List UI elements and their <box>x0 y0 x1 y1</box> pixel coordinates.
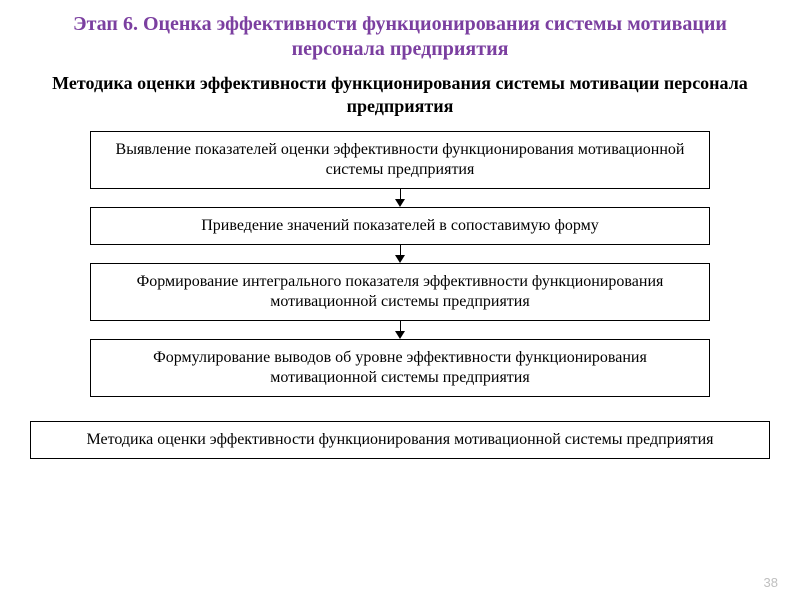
flow-node-4: Формулирование выводов об уровне эффекти… <box>90 339 710 397</box>
flow-arrow-1-2 <box>395 189 405 207</box>
flow-node-1: Выявление показателей оценки эффективнос… <box>90 131 710 189</box>
arrow-shaft <box>400 321 401 331</box>
flowchart: Выявление показателей оценки эффективнос… <box>0 131 800 459</box>
arrow-head-icon <box>395 331 405 339</box>
arrow-head-icon <box>395 199 405 207</box>
methodology-subtitle: Методика оценки эффективности функционир… <box>0 68 800 131</box>
flow-arrow-2-3 <box>395 245 405 263</box>
arrow-shaft <box>400 245 401 255</box>
flow-arrow-3-4 <box>395 321 405 339</box>
flow-node-5-summary: Методика оценки эффективности функционир… <box>30 421 770 459</box>
flow-node-2: Приведение значений показателей в сопост… <box>90 207 710 245</box>
flow-node-3: Формирование интегрального показателя эф… <box>90 263 710 321</box>
stage-title: Этап 6. Оценка эффективности функциониро… <box>0 0 800 68</box>
page-number: 38 <box>764 575 778 590</box>
arrow-shaft <box>400 189 401 199</box>
arrow-head-icon <box>395 255 405 263</box>
